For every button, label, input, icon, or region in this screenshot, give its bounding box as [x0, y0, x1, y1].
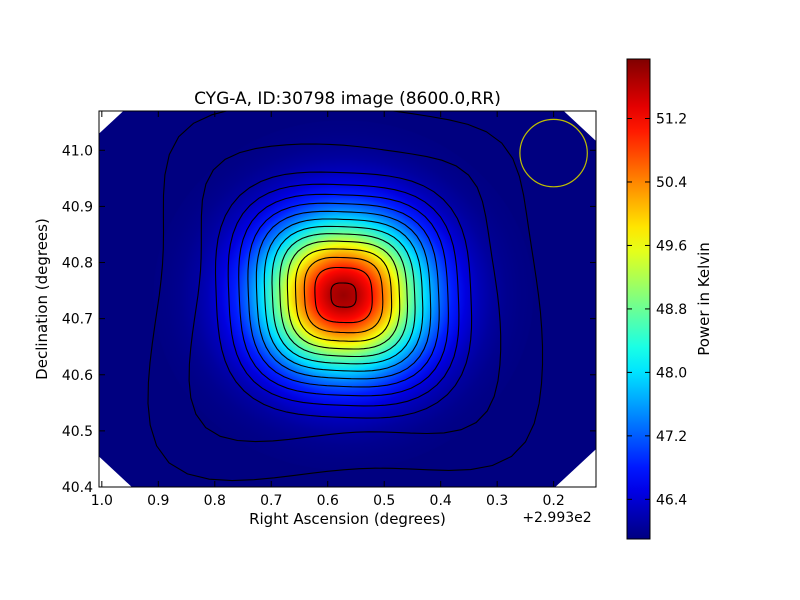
contour-line — [286, 240, 401, 350]
y-tick-label: 40.5 — [62, 424, 93, 440]
y-axis-ticks: 40.4 40.5 40.6 40.7 40.8 40.9 41.0 — [62, 143, 596, 496]
x-tick-label: 0.3 — [486, 493, 508, 509]
contour-line — [238, 193, 449, 397]
x-axis-ticks: 1.0 0.9 0.8 0.7 0.6 0.5 0.4 0.3 0.2 — [91, 111, 565, 509]
x-axis-offset: +2.993e2 — [522, 510, 591, 526]
chart-title: CYG-A, ID:30798 image (8600.0,RR) — [194, 89, 501, 109]
y-tick-label: 40.4 — [62, 480, 93, 496]
y-tick-label: 40.7 — [62, 312, 93, 328]
contour-line — [263, 218, 424, 372]
axes-frame — [98, 110, 597, 488]
beam-circle — [519, 118, 588, 188]
contour-line — [330, 282, 357, 308]
x-axis-label: Right Ascension (degrees) — [249, 510, 446, 528]
colorbar: 46.4 47.2 48.0 48.8 49.6 50.4 51.2 Power in Ke… — [626, 58, 713, 540]
y-tick-label: 40.9 — [62, 199, 93, 215]
x-tick-label: 0.4 — [430, 493, 452, 509]
contour-set — [147, 111, 544, 482]
x-tick-label: 0.7 — [260, 493, 282, 509]
x-tick-label: 0.6 — [317, 493, 339, 509]
colorbar-tick-label: 49.6 — [656, 238, 687, 254]
colorbar-tick-label: 48.8 — [656, 302, 687, 318]
plot-area — [98, 110, 597, 488]
contour-line — [303, 256, 384, 334]
y-tick-label: 40.8 — [62, 256, 93, 272]
colorbar-tick-label: 47.2 — [656, 429, 687, 445]
colorbar-tick-label: 51.2 — [656, 112, 687, 128]
y-tick-label: 41.0 — [62, 143, 93, 159]
contour-line — [247, 202, 440, 388]
colorbar-ticks: 46.4 47.2 48.0 48.8 49.6 50.4 51.2 — [627, 112, 687, 508]
colorbar-tick-label: 48.0 — [656, 365, 687, 381]
contour-line — [271, 225, 416, 365]
contour-line — [147, 111, 544, 482]
x-tick-label: 1.0 — [91, 493, 113, 509]
y-axis-label: Declination (degrees) — [33, 218, 51, 380]
y-tick-label: 40.6 — [62, 368, 93, 384]
x-tick-label: 0.9 — [147, 493, 169, 509]
colorbar-label: Power in Kelvin — [695, 242, 713, 356]
colorbar-frame — [626, 58, 651, 540]
x-tick-label: 0.5 — [373, 493, 395, 509]
contour-line — [314, 266, 373, 324]
colorbar-tick-label: 50.4 — [656, 175, 687, 191]
contour-line — [294, 248, 393, 342]
colorbar-tick-label: 46.4 — [656, 492, 687, 508]
x-tick-label: 0.2 — [543, 493, 565, 509]
contour-line — [227, 183, 460, 407]
contour-line — [188, 143, 502, 443]
contour-line — [214, 171, 473, 419]
colorbar-fill — [627, 59, 650, 539]
x-tick-label: 0.8 — [204, 493, 226, 509]
contour-line — [279, 233, 409, 358]
contour-line — [255, 210, 432, 380]
